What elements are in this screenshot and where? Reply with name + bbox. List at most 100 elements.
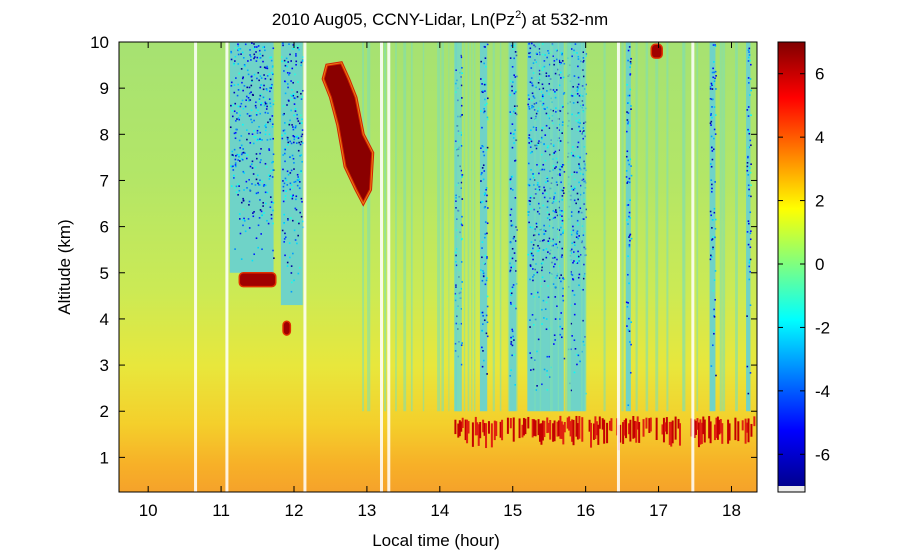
noise-pixel	[485, 279, 488, 282]
noise-pixel	[296, 117, 299, 120]
noise-pixel	[264, 111, 267, 114]
cloud-layer	[238, 43, 663, 336]
noise-pixel	[561, 121, 564, 124]
noise-pixel	[630, 174, 633, 177]
noise-pixel	[512, 335, 514, 338]
noise-pixel	[562, 164, 565, 166]
noise-pixel	[242, 218, 244, 221]
noise-pixel	[530, 254, 533, 257]
noise-pixel	[748, 261, 751, 264]
noise-pixel	[229, 126, 232, 129]
noise-pixel	[250, 114, 252, 117]
noise-pixel	[460, 104, 463, 107]
noise-pixel	[233, 91, 236, 94]
pbl-spike	[487, 421, 490, 434]
pbl-spike	[556, 421, 559, 437]
signal-streak	[666, 42, 669, 412]
noise-pixel	[533, 176, 535, 179]
noise-pixel	[573, 244, 576, 247]
pbl-spike	[709, 421, 712, 444]
noise-pixel	[536, 350, 538, 353]
colorbar-tick-label: -6	[815, 445, 830, 464]
noise-pixel	[247, 218, 250, 220]
noise-pixel	[290, 80, 292, 82]
noise-pixel	[548, 237, 551, 240]
noise-pixel	[287, 218, 289, 220]
noise-pixel	[247, 97, 250, 99]
noise-pixel	[626, 130, 628, 133]
noise-pixel	[747, 56, 750, 59]
noise-pixel	[241, 158, 244, 161]
noise-pixel	[548, 242, 550, 245]
noise-pixel	[291, 124, 293, 126]
noise-pixel	[512, 137, 515, 139]
pbl-spike	[533, 419, 536, 436]
noise-pixel	[710, 165, 713, 168]
signal-streak	[603, 42, 606, 412]
noise-pixel	[293, 114, 295, 117]
noise-pixel	[293, 97, 296, 99]
noise-pixel	[537, 244, 539, 247]
noise-pixel	[259, 199, 261, 201]
noise-pixel	[251, 79, 253, 82]
noise-pixel	[509, 214, 512, 216]
x-tick-label: 10	[139, 501, 158, 520]
noise-pixel	[750, 89, 752, 92]
noise-pixel	[543, 186, 545, 189]
noise-pixel	[710, 146, 713, 149]
noise-pixel	[264, 77, 267, 80]
noise-pixel	[297, 234, 299, 237]
noise-pixel	[297, 81, 299, 83]
noise-pixel	[575, 202, 577, 205]
pbl-spike	[715, 417, 718, 438]
noise-pixel	[510, 336, 512, 339]
noise-pixel	[554, 339, 556, 341]
noise-pixel	[536, 110, 539, 112]
noise-pixel	[235, 165, 237, 168]
noise-pixel	[298, 48, 300, 51]
noise-pixel	[280, 56, 283, 58]
noise-pixel	[576, 89, 579, 91]
noise-pixel	[242, 76, 245, 79]
noise-pixel	[295, 63, 297, 66]
noise-pixel	[243, 220, 246, 222]
noise-pixel	[711, 98, 714, 101]
noise-pixel	[483, 78, 485, 81]
noise-pixel	[747, 106, 750, 108]
noise-pixel	[230, 58, 233, 61]
noise-pixel	[483, 236, 486, 239]
noise-pixel	[293, 103, 296, 105]
noise-pixel	[630, 343, 632, 346]
noise-pixel	[481, 311, 484, 314]
noise-pixel	[571, 188, 573, 190]
noise-pixel	[259, 86, 261, 89]
noise-pixel	[711, 227, 713, 229]
noise-pixel	[455, 69, 457, 72]
noise-pixel	[628, 282, 630, 285]
noise-pixel	[709, 210, 712, 213]
noise-pixel	[300, 170, 302, 172]
noise-pixel	[238, 213, 241, 215]
noise-pixel	[514, 76, 517, 78]
signal-streak	[735, 42, 737, 412]
noise-pixel	[543, 107, 545, 110]
pbl-spike	[695, 420, 698, 435]
noise-pixel	[260, 210, 263, 213]
noise-pixel	[554, 150, 557, 153]
noise-pixel	[258, 49, 261, 52]
noise-pixel	[531, 226, 534, 229]
noise-pixel	[509, 256, 512, 259]
noise-pixel	[711, 116, 713, 119]
pbl-spike	[741, 420, 744, 431]
noise-pixel	[575, 120, 578, 122]
noise-pixel	[509, 269, 512, 272]
noise-pixel	[284, 64, 287, 67]
noise-pixel	[548, 355, 551, 358]
pbl-spike	[750, 423, 753, 437]
pbl-spike	[696, 418, 699, 430]
noise-pixel	[543, 168, 546, 171]
noise-pixel	[528, 199, 531, 202]
noise-pixel	[545, 112, 548, 115]
noise-pixel	[259, 184, 261, 186]
noise-pixel	[263, 183, 266, 186]
